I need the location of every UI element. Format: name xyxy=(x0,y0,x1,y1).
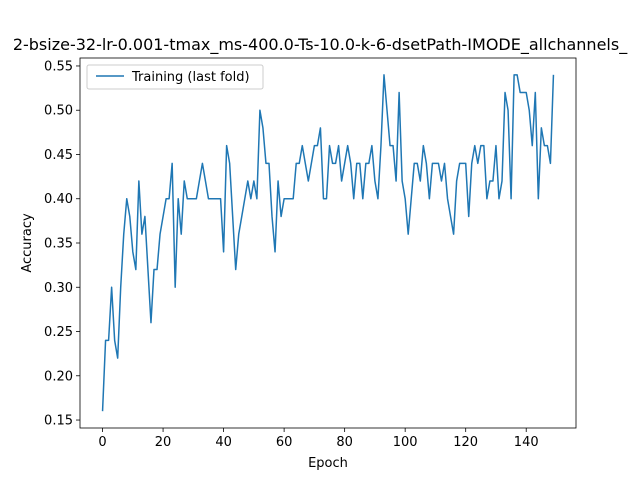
y-tick-label: 0.25 xyxy=(44,325,73,340)
y-tick-label: 0.40 xyxy=(44,192,73,207)
x-tick-label: 80 xyxy=(336,435,353,450)
y-tick-label: 0.55 xyxy=(44,59,73,74)
x-tick-label: 100 xyxy=(393,435,418,450)
x-tick-label: 20 xyxy=(155,435,172,450)
x-tick-label: 40 xyxy=(215,435,232,450)
x-tick-label: 0 xyxy=(98,435,106,450)
series-line-training xyxy=(101,74,555,412)
chart-title: 2-bsize-32-lr-0.001-tmax_ms-400.0-Ts-10.… xyxy=(13,35,628,55)
x-tick-label: 60 xyxy=(276,435,293,450)
y-tick-label: 0.15 xyxy=(44,414,73,429)
y-tick-label: 0.30 xyxy=(44,281,73,296)
y-tick-label: 0.35 xyxy=(44,237,73,252)
y-axis-label: Accuracy xyxy=(20,213,35,273)
y-tick-label: 0.50 xyxy=(44,104,73,119)
legend-entry-label: Training (last fold) xyxy=(131,70,250,85)
x-axis-label: Epoch xyxy=(308,456,348,471)
y-axis: 0.15 0.20 0.25 0.30 0.35 0.40 0.45 0.50 0.55 xyxy=(44,59,80,429)
x-tick-label: 140 xyxy=(514,435,539,450)
y-tick-label: 0.20 xyxy=(44,369,73,384)
y-tick-label: 0.45 xyxy=(44,148,73,163)
x-tick-label: 120 xyxy=(453,435,478,450)
legend: Training (last fold) xyxy=(86,64,264,90)
x-axis: 0 20 40 60 80 100 120 140 xyxy=(98,428,539,450)
legend-box xyxy=(86,64,264,90)
